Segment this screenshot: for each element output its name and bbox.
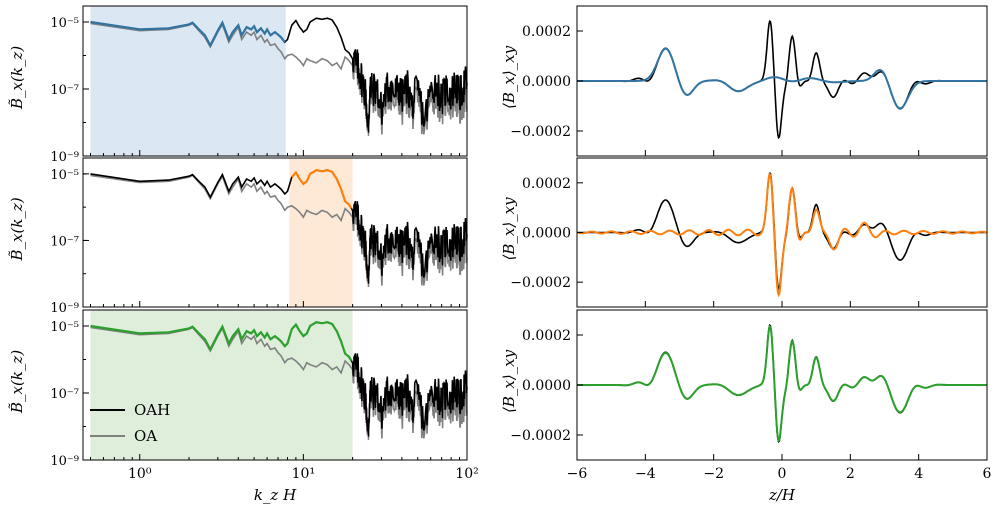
y-tick-label-left: 10⁻⁵ (50, 168, 79, 183)
axes-frame-left-middle (82, 157, 468, 308)
x-tick-label-right: −2 (703, 466, 724, 482)
y-tick-label-left: 10⁻⁷ (50, 387, 79, 402)
axes-frame-left-bottom (82, 309, 468, 461)
x-tick-label-left: 10² (455, 466, 478, 482)
y-tick-label-left: 10⁻⁵ (50, 320, 79, 335)
x-tick-label-right: 4 (914, 466, 923, 482)
x-tick-label-right: −4 (635, 466, 656, 482)
y-tick-label-left: 10⁻⁵ (50, 16, 79, 31)
y-tick-label-right: −0.0002 (510, 275, 571, 291)
y-tick-label-left: 10⁻⁷ (50, 83, 79, 98)
y-tick-label-right: 0.0000 (522, 74, 571, 90)
y-tick-label-right: −0.0002 (510, 428, 571, 444)
x-tick-label-right: −6 (567, 466, 588, 482)
y-tick-label-left: 10⁻⁷ (50, 234, 79, 249)
x-tick-label-right: 2 (846, 466, 855, 482)
series-line-oa-middle (90, 174, 468, 288)
legend-label-oa: OA (134, 427, 157, 445)
series-line-oah-top (90, 17, 468, 133)
y-tick-label-right: −0.0002 (510, 124, 571, 140)
series-line-oah-middle (90, 169, 468, 284)
filtered-signal-line-middle (576, 171, 988, 298)
y-axis-label-left: B̃_x(k_z) (8, 46, 26, 110)
y-tick-label-left: 10⁻⁹ (50, 301, 79, 316)
filtered-spectrum-bottom (90, 321, 353, 362)
legend: OAH OA (90, 401, 170, 445)
x-axis-label-left: k_z H (254, 486, 297, 504)
y-axis-label-left: B̃_x(k_z) (8, 350, 26, 414)
filtered-spectrum-middle (290, 168, 353, 209)
highlight-band-bottom (90, 310, 353, 460)
y-tick-label-left: 10⁻⁹ (50, 150, 79, 165)
filtered-spectrum-top (90, 20, 286, 48)
y-axis-label-right: ⟨B_x⟩_xy (500, 45, 518, 109)
y-tick-label-right: 0.0000 (522, 378, 571, 394)
x-axis-label-right: z/H (768, 486, 796, 504)
y-axis-label-right: ⟨B_x⟩_xy (500, 197, 518, 261)
plot-area: 10⁻⁹ 10⁻⁷ 10⁻⁵ B̃_x(k_z) 0.0002 0.0000 −0.0002… (8, 5, 992, 504)
y-axis-label-right: ⟨B_x⟩_xy (500, 349, 518, 413)
x-tick-label-right: 6 (983, 466, 992, 482)
y-tick-label-right: 0.0002 (522, 24, 571, 40)
x-tick-label-right: 0 (778, 466, 787, 482)
axes-frame-left-top (82, 5, 468, 157)
x-tick-label-left: 10¹ (292, 466, 315, 482)
y-tick-label-right: 0.0002 (522, 328, 571, 344)
y-tick-label-left: 10⁻⁹ (50, 454, 79, 469)
x-tick-label-left: 10⁰ (128, 466, 152, 482)
highlight-band-top (90, 6, 286, 156)
legend-label-oah: OAH (134, 401, 170, 419)
y-tick-label-right: 0.0000 (522, 226, 571, 242)
highlight-band-middle (289, 158, 353, 307)
axes-frame-right-bottom (576, 309, 988, 461)
filtered-signal-line-top (577, 47, 987, 110)
y-tick-label-right: 0.0002 (522, 176, 571, 192)
filtered-signal-line-bottom (577, 324, 987, 443)
y-axis-label-left: B̃_x(k_z) (8, 197, 26, 261)
axes-frame-right-middle (576, 157, 988, 308)
